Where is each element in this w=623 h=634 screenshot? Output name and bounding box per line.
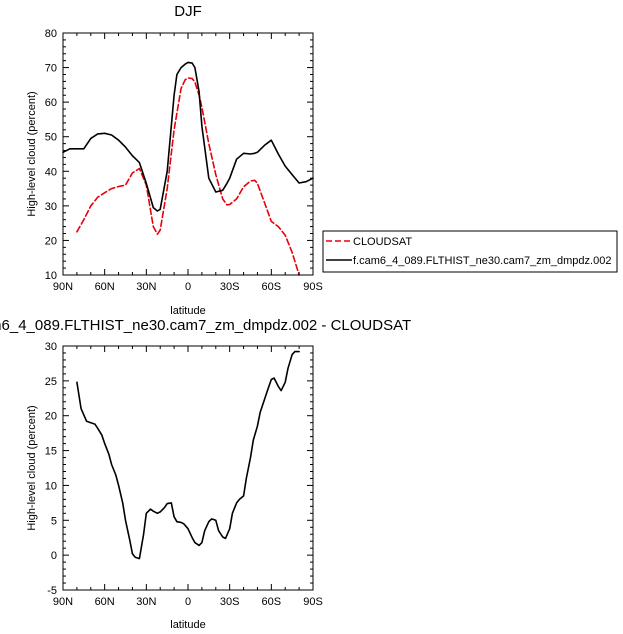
bottom-y-tick-label: 15 xyxy=(45,446,57,458)
bottom-y-tick-label: 30 xyxy=(45,341,57,353)
top-y-tick-label: 20 xyxy=(45,235,57,247)
bottom-x-tick-label: 30S xyxy=(220,596,240,608)
bottom-y-tick-label: 0 xyxy=(51,550,57,562)
top-y-tick-label: 40 xyxy=(45,166,57,178)
bottom-x-axis: 90N 60N 30N 0 30S 60S 90S xyxy=(53,346,323,608)
top-x-tick-label: 60N xyxy=(95,281,115,293)
bottom-x-tick-label: 90S xyxy=(303,596,323,608)
bottom-series-line-0 xyxy=(76,350,300,560)
top-x-tick-label: 90S xyxy=(303,281,323,293)
top-x-axis: 90N 60N 30N 0 30S 60S 90S xyxy=(53,33,323,293)
top-y-tick-label: 50 xyxy=(45,132,57,144)
bottom-y-tick-label: -5 xyxy=(47,585,57,597)
top-series-line-1 xyxy=(62,61,314,212)
bottom-x-tick-label: 90N xyxy=(53,596,73,608)
bottom-x-tick-label: 30N xyxy=(136,596,156,608)
bottom-y-tick-label: 20 xyxy=(45,411,57,423)
top-y-tick-label: 30 xyxy=(45,201,57,213)
bottom-y-tick-label: 5 xyxy=(51,515,57,527)
legend: CLOUDSAT f.cam6_4_089.FLTHIST_ne30.cam7_… xyxy=(322,230,618,273)
bottom-y-tick-label: 10 xyxy=(45,480,57,492)
legend-label-cloudsat: CLOUDSAT xyxy=(353,236,412,248)
legend-label-model: f.cam6_4_089.FLTHIST_ne30.cam7_zm_dmpdz.… xyxy=(353,255,611,267)
bottom-panel: f.cam6_4_089.FLTHIST_ne30.cam7_zm_dmpdz.… xyxy=(0,317,411,631)
top-series-line-0 xyxy=(76,77,300,276)
top-panel: DJF 90N 60N 30N 0 30S 60S 90S 10 20 30 40 50 60 70 80… xyxy=(26,3,323,317)
top-y-tick-label: 80 xyxy=(45,28,57,40)
top-y-tick-label: 10 xyxy=(45,270,57,282)
top-y-axis: 10 20 30 40 50 60 70 80 xyxy=(45,28,313,282)
top-plot-area xyxy=(62,61,314,276)
bottom-x-tick-label: 0 xyxy=(185,596,191,608)
top-y-tick-label: 60 xyxy=(45,97,57,109)
bottom-x-tick-label: 60S xyxy=(262,596,282,608)
top-x-axis-label: latitude xyxy=(170,305,205,317)
top-y-tick-label: 70 xyxy=(45,63,57,75)
legend-box xyxy=(322,230,618,273)
top-x-tick-label: 30S xyxy=(220,281,240,293)
bottom-y-tick-label: 25 xyxy=(45,376,57,388)
bottom-plot-area xyxy=(76,350,300,560)
bottom-x-axis-label: latitude xyxy=(170,619,205,631)
top-y-axis-label: High-level cloud (percent) xyxy=(26,91,38,216)
top-x-tick-label: 0 xyxy=(185,281,191,293)
bottom-x-tick-label: 60N xyxy=(95,596,115,608)
bottom-y-axis: -5 0 5 10 15 20 25 30 xyxy=(45,341,313,597)
top-x-tick-label: 60S xyxy=(262,281,282,293)
top-plot-frame xyxy=(62,32,314,276)
top-chart-title: DJF xyxy=(174,3,202,20)
top-x-tick-label: 90N xyxy=(53,281,73,293)
bottom-chart-title: f.cam6_4_089.FLTHIST_ne30.cam7_zm_dmpdz.… xyxy=(0,317,411,334)
top-x-tick-label: 30N xyxy=(136,281,156,293)
bottom-y-axis-label: High-level cloud (percent) xyxy=(26,405,38,530)
